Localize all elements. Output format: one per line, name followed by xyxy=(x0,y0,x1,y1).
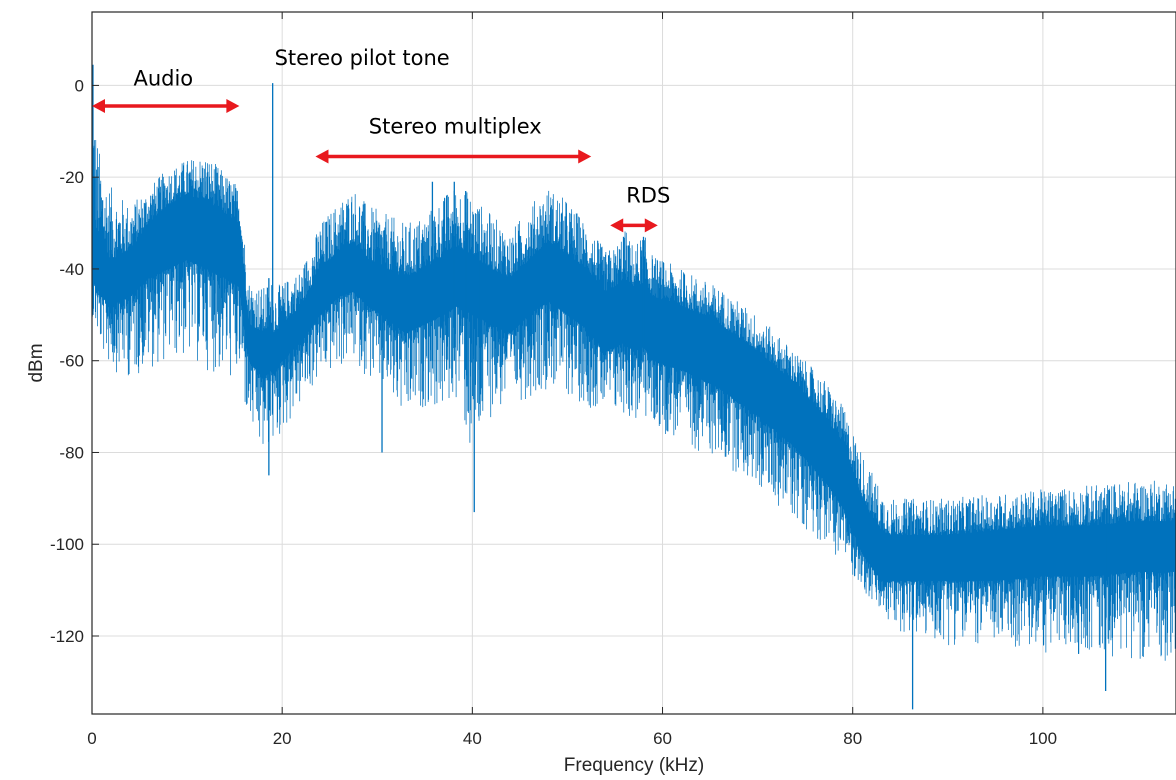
annotation-label: Audio xyxy=(133,66,193,90)
spectrum-core-band xyxy=(92,195,1176,581)
y-tick-label: -60 xyxy=(59,352,84,371)
y-tick-label: -40 xyxy=(59,260,84,279)
x-tick-label: 0 xyxy=(87,729,96,748)
x-tick-label: 40 xyxy=(463,729,482,748)
y-tick-label: -80 xyxy=(59,443,84,462)
annotation-arrow xyxy=(315,149,592,164)
annotation-arrow xyxy=(92,99,240,114)
y-tick-label: -100 xyxy=(50,535,84,554)
spectrum-series xyxy=(91,64,1176,710)
x-tick-label: 80 xyxy=(843,729,862,748)
x-axis-title: Frequency (kHz) xyxy=(564,755,704,776)
annotation-label: Stereo multiplex xyxy=(369,115,542,139)
spectrum-noise xyxy=(91,140,1176,661)
annotation-arrow xyxy=(610,218,658,233)
tick-labels: 0 20 40 60 80 100 0 -20 -40 -60 -80 -100 -120 xyxy=(50,12,1057,748)
y-tick-label: 0 xyxy=(75,76,84,95)
annotation-label: Stereo pilot tone xyxy=(275,46,450,70)
annotation-label: RDS xyxy=(626,183,670,207)
y-tick-label: -120 xyxy=(50,627,84,646)
y-tick-label: -20 xyxy=(59,168,84,187)
y-axis-title: dBm xyxy=(26,343,47,382)
x-tick-label: 20 xyxy=(273,729,292,748)
x-tick-label: 100 xyxy=(1029,729,1057,748)
x-tick-label: 60 xyxy=(653,729,672,748)
plot-frame xyxy=(91,11,1176,715)
annotations: Audio Stereo pilot tone Stereo multiplex RD… xyxy=(92,46,670,233)
